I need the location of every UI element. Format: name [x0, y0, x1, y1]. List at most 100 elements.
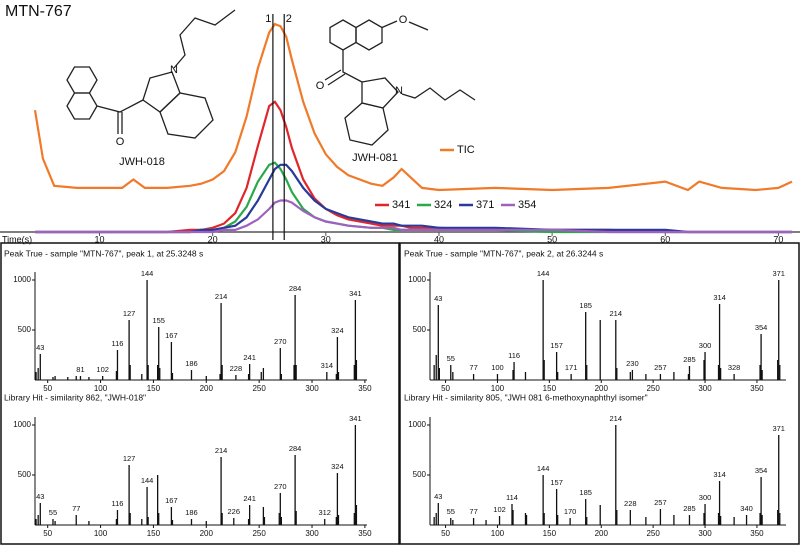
peak-label: 170: [564, 507, 577, 516]
peak-label: 354: [755, 323, 768, 332]
peak-label: 127: [123, 309, 136, 318]
peak-label: 116: [111, 339, 123, 348]
x-tick-label: 100: [94, 384, 108, 393]
x-tick-label: 250: [646, 384, 660, 393]
peak-label: 324: [331, 462, 344, 471]
chain: [173, 9, 236, 69]
peak-label: 324: [331, 326, 344, 335]
peak-label: 284: [289, 284, 302, 293]
x-tick-label: 100: [491, 529, 505, 538]
peak-label: 371: [772, 424, 785, 433]
x-tick-label: 250: [252, 384, 266, 393]
peak-label: 285: [683, 355, 696, 364]
panel-frame: [399, 242, 800, 545]
y-tick-label: 1000: [408, 420, 426, 429]
ring: [361, 77, 399, 109]
peak-label: 171: [565, 363, 578, 372]
bond: [342, 50, 363, 83]
x-tick-label: 50: [43, 384, 52, 393]
legend-label: 354: [518, 199, 536, 211]
peak-label: 116: [111, 499, 123, 508]
peak-label: 157: [550, 341, 563, 350]
peak-label: 43: [36, 492, 44, 501]
x-tick-label: 50: [441, 384, 450, 393]
ring: [355, 19, 383, 51]
structure-label: JWH-081: [352, 152, 398, 164]
peak-label: 228: [230, 364, 243, 373]
peak-label: 226: [228, 507, 241, 516]
x-tick-label: 50: [43, 529, 52, 538]
ring: [329, 19, 357, 51]
peak-label: 127: [123, 454, 136, 463]
legend-label: 371: [476, 199, 494, 211]
peak-marker-label: 1: [265, 13, 271, 25]
peak-label: 102: [493, 505, 506, 514]
peak-marker-label: 2: [286, 13, 292, 25]
peak-label: 230: [626, 359, 639, 368]
peak-label: 257: [654, 498, 667, 507]
peak-label: 186: [185, 508, 198, 517]
peak-label: 328: [728, 363, 741, 372]
panel-frame: [0, 242, 400, 545]
peak-label: 285: [683, 504, 696, 513]
legend-label: 324: [434, 199, 452, 211]
atom-label: O: [116, 136, 125, 148]
x-tick-label: 70: [773, 234, 783, 244]
structure-jwh-018: O N JWH-018: [66, 9, 236, 168]
peak-label: 55: [447, 354, 455, 363]
peak-label: 300: [699, 493, 712, 502]
peak-label: 55: [49, 508, 57, 517]
atom-label: N: [395, 85, 403, 97]
peak-label: 300: [699, 341, 712, 350]
x-tick-label: 150: [543, 384, 557, 393]
peak-label: 312: [318, 508, 331, 517]
peak-label: 371: [772, 269, 785, 278]
peak-label: 214: [610, 414, 623, 423]
series-line: [35, 161, 792, 234]
peak-label: 116: [508, 351, 520, 360]
peak-label: 114: [506, 493, 518, 502]
peak-label: 241: [243, 353, 256, 362]
peak-label: 214: [610, 309, 623, 318]
x-tick-label: 100: [491, 384, 505, 393]
peak-label: 100: [491, 363, 504, 372]
peak-label: 228: [624, 499, 637, 508]
peak-label: 144: [141, 476, 154, 485]
peak-label: 144: [537, 269, 550, 278]
bond: [96, 99, 144, 113]
x-tick-label: 300: [698, 384, 712, 393]
peak-label: 77: [469, 363, 477, 372]
bond: [408, 21, 429, 31]
peak-label: 157: [550, 478, 563, 487]
legend-label: 341: [392, 199, 410, 211]
series-line: [35, 163, 792, 234]
series-line: [33, 22, 793, 192]
x-tick-label: 40: [434, 234, 444, 244]
peak-label: 354: [755, 466, 768, 475]
peak-label: 314: [713, 470, 726, 479]
peak-label: 167: [165, 496, 178, 505]
x-tick-label: 250: [646, 529, 660, 538]
x-tick-label: 50: [441, 529, 450, 538]
x-tick-label: 60: [660, 234, 670, 244]
x-tick-label: 100: [94, 529, 108, 538]
x-tick-label: 200: [595, 529, 609, 538]
ring: [159, 92, 214, 139]
y-tick-label: 500: [413, 325, 427, 334]
chart-title: MTN-767: [5, 3, 72, 20]
y-tick-label: 1000: [408, 275, 426, 284]
x-tick-label: 200: [595, 384, 609, 393]
y-tick-label: 500: [18, 325, 32, 334]
peak-label: 214: [215, 292, 228, 301]
y-tick-label: 500: [413, 470, 427, 479]
x-tick-label: 200: [200, 384, 214, 393]
peak-label: 167: [165, 331, 178, 340]
peak-label: 314: [321, 361, 334, 370]
panel-title: Peak True - sample "MTN-767", peak 1, at…: [4, 248, 203, 258]
y-tick-label: 500: [18, 470, 32, 479]
x-tick-label: 30: [321, 234, 331, 244]
atom-label: O: [399, 14, 408, 26]
peak-label: 284: [289, 444, 302, 453]
peak-label: 185: [579, 301, 592, 310]
ring: [344, 102, 389, 146]
